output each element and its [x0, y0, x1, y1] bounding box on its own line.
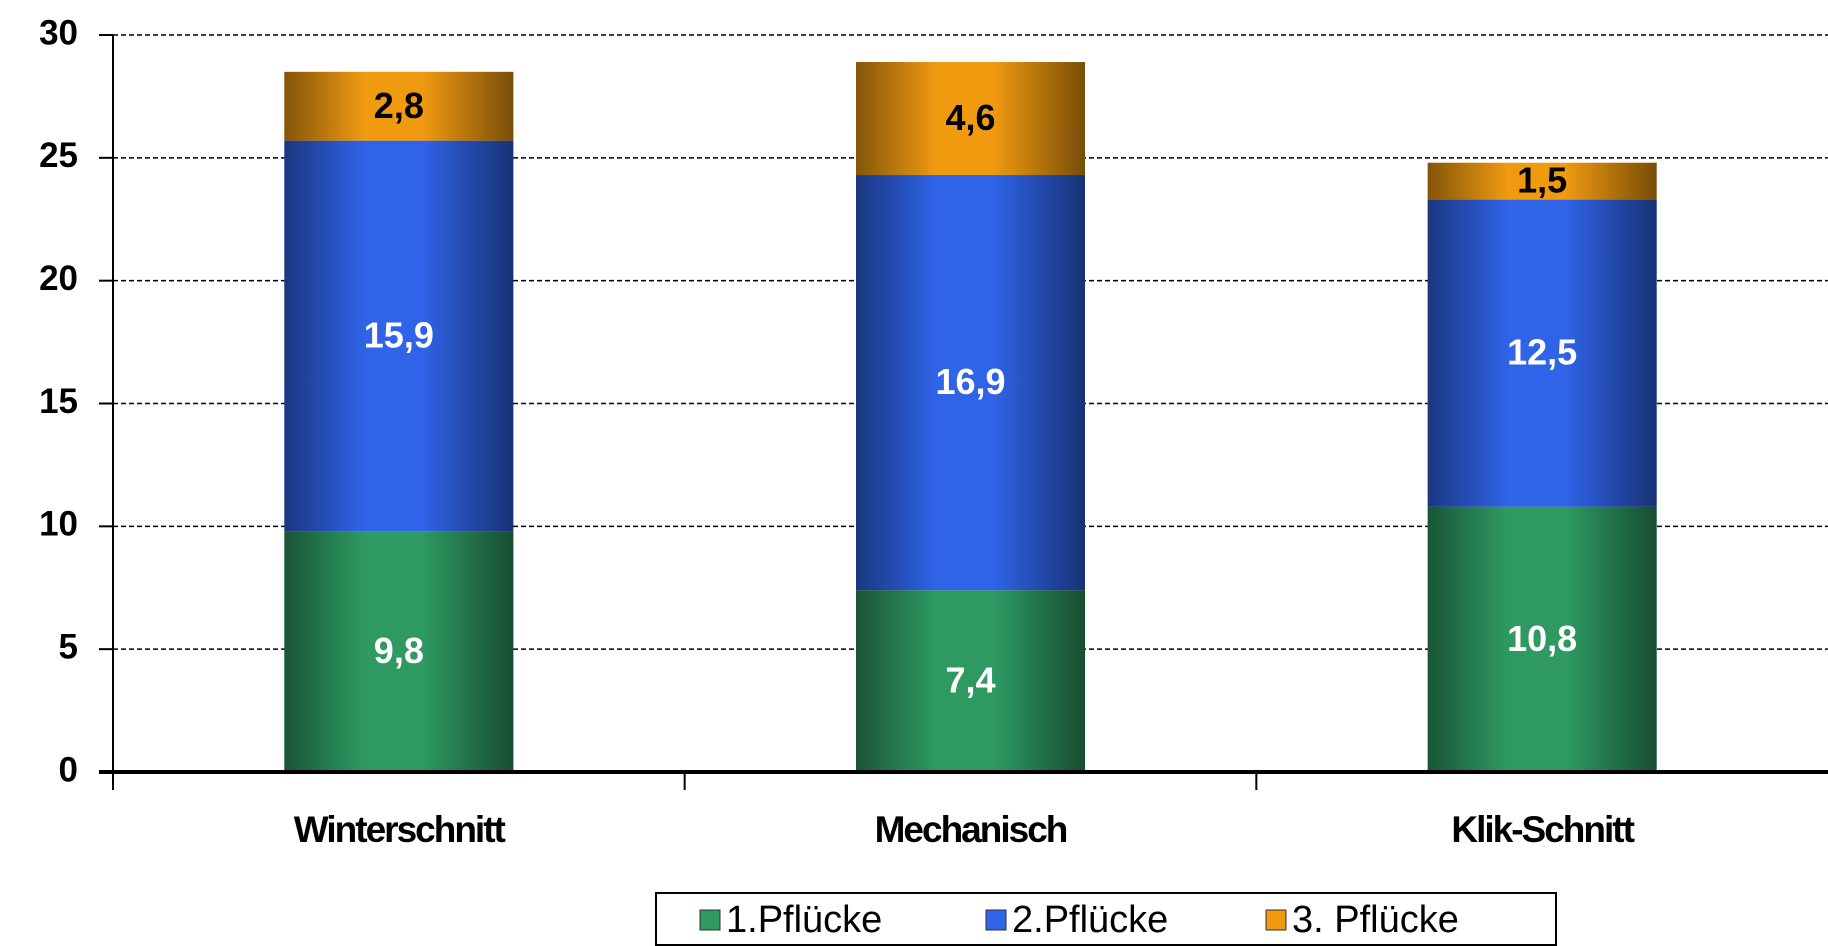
legend-swatch [699, 909, 721, 931]
data-label: 2,8 [374, 85, 424, 126]
bar-shading [856, 590, 1085, 772]
bar-shading [1427, 199, 1657, 507]
legend-swatch [1265, 909, 1287, 931]
x-tick-label: Winterschnitt [294, 809, 506, 850]
bar-shading [1427, 506, 1657, 772]
bar-shading [284, 531, 514, 772]
data-label: 4,6 [945, 97, 995, 138]
data-label: 1,5 [1517, 160, 1567, 201]
legend-label: 3. Pflücke [1292, 899, 1459, 941]
bar-shading [856, 175, 1085, 591]
data-label: 9,8 [374, 630, 424, 671]
y-tick-label: 15 [39, 382, 78, 421]
data-label: 10,8 [1507, 618, 1577, 659]
legend-box [655, 892, 1557, 946]
y-tick-label: 10 [39, 505, 78, 544]
y-tick-label: 0 [59, 750, 78, 789]
bar-shading [284, 71, 514, 141]
data-label: 16,9 [935, 361, 1005, 402]
data-label: 12,5 [1507, 332, 1577, 373]
legend-swatch [985, 909, 1007, 931]
legend-label: 1.Pflücke [726, 899, 882, 941]
x-tick-label: Klik-Schnitt [1451, 809, 1634, 850]
bar-shading [284, 140, 514, 532]
bar-shading [1427, 162, 1657, 200]
data-label: 7,4 [945, 660, 995, 701]
y-tick-label: 30 [39, 13, 78, 52]
bar-shading [856, 62, 1085, 176]
y-tick-label: 20 [39, 259, 78, 298]
y-tick-label: 5 [59, 627, 78, 666]
x-tick-label: Mechanisch [875, 809, 1067, 850]
data-label: 15,9 [364, 314, 434, 355]
y-tick-label: 25 [39, 136, 78, 175]
legend-label: 2.Pflücke [1012, 899, 1168, 941]
